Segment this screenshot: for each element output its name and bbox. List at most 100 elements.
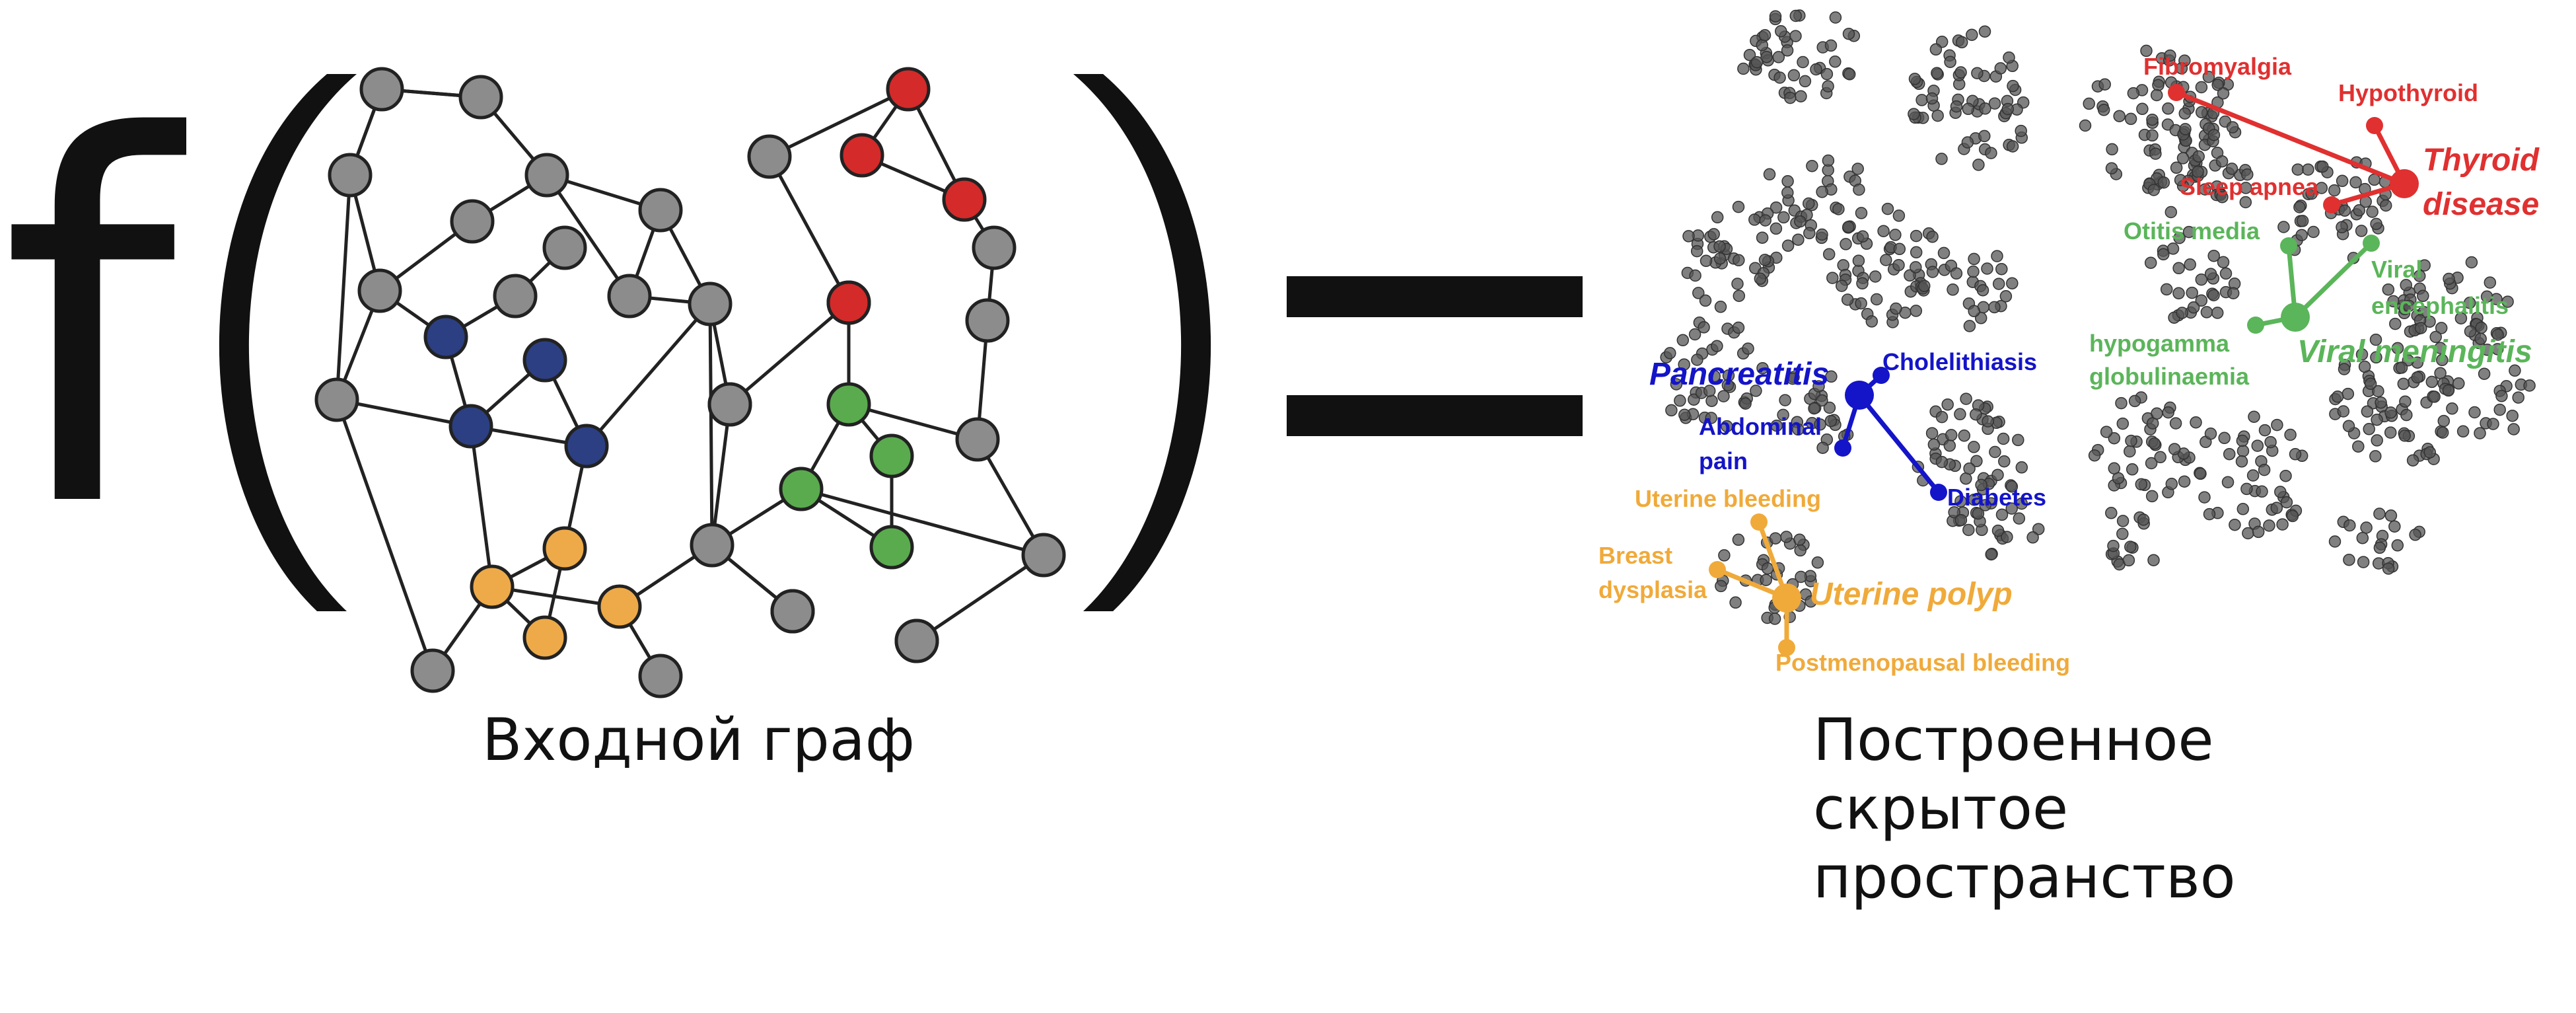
embedding-point (1954, 408, 1966, 421)
graph-node-gray (410, 648, 455, 693)
embedding-point (1855, 207, 1868, 219)
embedding-point (2125, 434, 2137, 447)
embedding-point (1881, 202, 1894, 215)
embedding-point (1794, 215, 1807, 228)
embedding-point (1792, 423, 1805, 436)
embedding-point (2388, 520, 2401, 533)
embedding-point (1822, 80, 1834, 93)
embedding-point (2506, 409, 2519, 422)
embedding-point (2389, 317, 2402, 330)
embedding-point (2147, 184, 2161, 196)
embedding-links (1709, 84, 2419, 656)
embedding-point (2174, 174, 2187, 186)
graph-node-gray (359, 67, 404, 112)
graph-edges (335, 87, 1046, 677)
embedding-point (1954, 513, 1968, 527)
embedding-point (2235, 455, 2248, 468)
graph-node-navy (448, 404, 493, 449)
graph-node-gray (328, 153, 373, 198)
graph-node-green (869, 525, 914, 570)
embedding-point (1763, 168, 1776, 181)
embedding-point (1968, 252, 1980, 266)
embedding-point (1918, 280, 1931, 292)
embedding-point (1811, 556, 1824, 569)
embedding-point (2178, 475, 2191, 488)
embedding-point (2413, 270, 2426, 282)
embedding-point (2400, 408, 2413, 422)
embedding-link-blue (1857, 393, 1941, 494)
graph-node-orange (542, 526, 587, 571)
embedding-point (2364, 377, 2377, 391)
embedding-point (2358, 360, 2371, 373)
embedding-point (2202, 71, 2215, 83)
graph-node-navy (564, 424, 609, 469)
embedding-center-label: disease (2423, 187, 2539, 222)
embedding-point (2239, 196, 2252, 209)
embedding-point (1803, 227, 1816, 240)
embedding-point (2409, 529, 2421, 541)
embedding-point (1714, 301, 1727, 313)
embedding-point (2236, 434, 2249, 447)
embedding-point (1829, 11, 1842, 24)
embedding-point (2428, 391, 2441, 403)
embedding-point (2284, 428, 2297, 441)
embedding-point (2491, 328, 2504, 341)
graph-node-navy (423, 315, 468, 359)
embedding-member-label: dysplasia (1598, 576, 1707, 603)
embedding-point (2384, 406, 2397, 419)
embedding-point (2107, 539, 2120, 552)
embedding-point (2434, 342, 2447, 354)
graph-node-gray (707, 382, 752, 427)
embedding-point (2146, 113, 2159, 126)
equals-bar-bottom (1287, 395, 1583, 436)
embedding-point (2507, 423, 2520, 435)
embedding-center-label: Thyroid (2423, 143, 2540, 178)
embedding-point (2160, 283, 2173, 296)
graph-node-gray (955, 417, 1000, 462)
embedding-point (2343, 553, 2355, 566)
embedding-point (1954, 66, 1967, 79)
embedding-point (2172, 287, 2185, 300)
embedding-member-point (1930, 484, 1947, 501)
embedding-point (1781, 239, 1795, 252)
embedding-point (2375, 396, 2387, 409)
embedding-point (1733, 254, 1745, 267)
embedding-point (2088, 449, 2101, 462)
embedding-point (1769, 10, 1782, 22)
embedding-point (2307, 225, 2320, 239)
embedding-point (2195, 294, 2208, 307)
embedding-point (2122, 554, 2135, 567)
graph-node-gray (690, 523, 734, 568)
embedding-member-label: Breast (1598, 542, 1672, 569)
embedding-point (2126, 463, 2139, 476)
embedding-point (1748, 213, 1761, 226)
embedding-point (2113, 110, 2126, 122)
embedding-point (2336, 221, 2348, 234)
embedding-point (1777, 211, 1790, 224)
embedding-point (1678, 358, 1690, 371)
embedding-point (1904, 269, 1916, 282)
graph-node-gray (770, 589, 815, 634)
embedding-point (2355, 225, 2368, 237)
embedding-point (1935, 153, 1948, 165)
embedding-point (2336, 174, 2349, 188)
embedding-point (1707, 228, 1720, 241)
embedding-point (1816, 394, 1828, 407)
embedding-point (2414, 322, 2427, 334)
graph-node-gray (1021, 533, 1066, 578)
embedding-point (2204, 428, 2217, 440)
embedding-point (2124, 445, 2136, 458)
embedding-point (2176, 152, 2190, 165)
embedding-member-point (2247, 317, 2264, 334)
embedding-point (2384, 426, 2397, 439)
embedding-point (2135, 478, 2148, 491)
embedding-point (1733, 289, 1746, 302)
graph-node-navy (522, 338, 567, 383)
embedding-member-label: Sleep apnea (2180, 173, 2319, 200)
embedding-point (2399, 395, 2412, 408)
embedding-point (1950, 267, 1963, 280)
embedding-point (1968, 305, 1980, 318)
embedding-point (2151, 407, 2163, 420)
embedding-point (1823, 401, 1836, 414)
